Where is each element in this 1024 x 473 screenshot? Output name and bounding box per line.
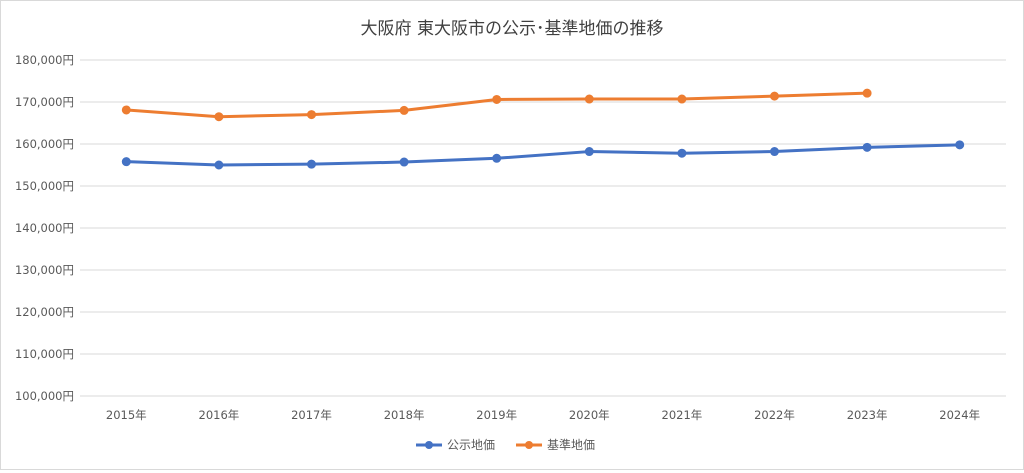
legend-marker [425, 441, 433, 449]
y-tick-label: 140,000円 [15, 221, 74, 235]
y-tick-label: 130,000円 [15, 263, 74, 277]
data-point [862, 142, 872, 152]
data-point [584, 94, 594, 104]
x-tick-label: 2021年 [662, 408, 703, 422]
data-point [955, 140, 965, 150]
legend-marker [525, 441, 533, 449]
x-tick-label: 2020年 [569, 408, 610, 422]
x-tick-label: 2019年 [476, 408, 517, 422]
x-tick-label: 2024年 [939, 408, 980, 422]
series-lines [121, 88, 965, 170]
data-point [399, 157, 409, 167]
x-axis-ticks: 2015年 2016年 2017年 2018年 2019年 2020年 2021年 2022年… [106, 408, 980, 422]
data-point [307, 110, 316, 120]
legend-label: 公示地価 [447, 438, 495, 452]
data-point [492, 153, 502, 163]
x-tick-label: 2017年 [291, 408, 332, 422]
y-tick-label: 110,000円 [15, 347, 74, 361]
data-point [121, 105, 131, 115]
data-point [121, 157, 131, 167]
y-tick-label: 150,000円 [15, 179, 74, 193]
data-point [677, 148, 687, 158]
data-point [492, 94, 502, 104]
series-line [124, 143, 962, 167]
legend-item: 基準地価 [516, 437, 595, 452]
y-tick-label: 180,000円 [15, 53, 74, 67]
legend: 公示地価 基準地価 [416, 437, 595, 452]
data-point [584, 147, 594, 157]
series-2 [121, 88, 872, 122]
legend-label: 基準地価 [547, 437, 595, 452]
y-tick-label: 100,000円 [15, 389, 74, 403]
chart-title: 大阪府 東大阪市の公示･基準地価の推移 [361, 19, 664, 39]
data-point [770, 147, 779, 157]
data-point [307, 159, 316, 169]
series-1 [121, 140, 965, 170]
data-point [862, 88, 872, 98]
x-tick-label: 2015年 [106, 408, 147, 422]
y-tick-label: 120,000円 [15, 305, 74, 319]
data-point [770, 91, 779, 101]
data-point [214, 160, 224, 170]
y-tick-label: 170,000円 [15, 95, 74, 109]
y-axis-ticks: 100,000円 110,000円 120,000円 130,000円 140,000円… [15, 53, 74, 403]
gridlines [80, 59, 1006, 397]
data-point [399, 105, 409, 115]
x-tick-label: 2016年 [199, 408, 240, 422]
data-point [677, 94, 687, 104]
x-tick-label: 2022年 [754, 408, 795, 422]
y-tick-label: 160,000円 [15, 137, 74, 151]
x-tick-label: 2018年 [384, 408, 425, 422]
data-point [214, 112, 224, 122]
x-tick-label: 2023年 [847, 408, 888, 422]
legend-item: 公示地価 [416, 438, 495, 452]
